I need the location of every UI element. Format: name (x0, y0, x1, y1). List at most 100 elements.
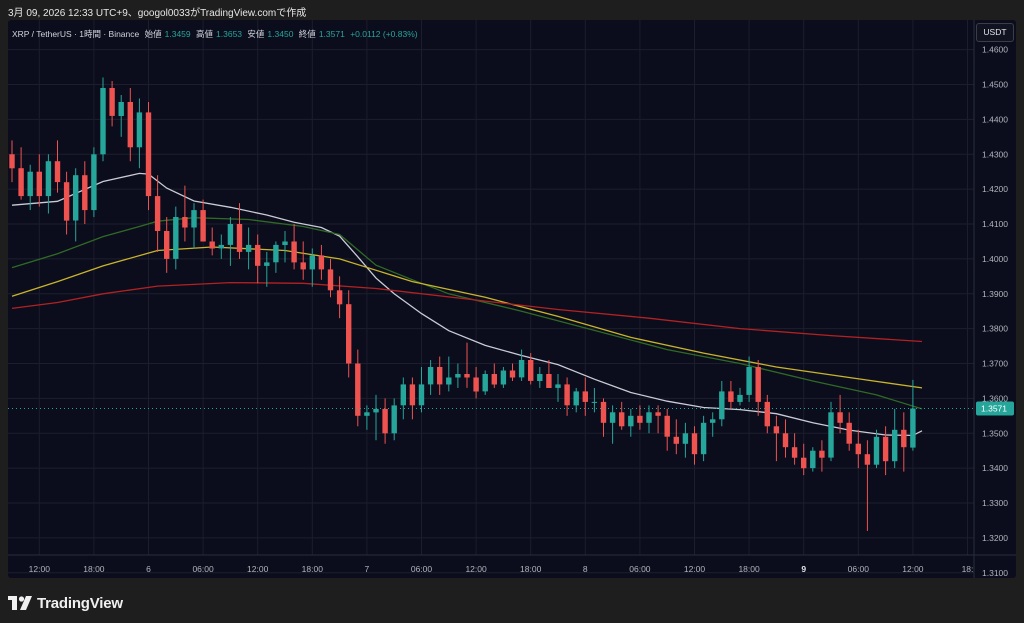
candle-body (9, 154, 15, 169)
time-tick-label: 06:00 (192, 564, 214, 574)
candle-body (882, 436, 889, 462)
legend-high-label: 高値 (196, 29, 214, 39)
candle-body (418, 384, 425, 406)
candle-body (528, 360, 534, 381)
legend-open-label: 始値 (144, 29, 162, 39)
candle-body (628, 415, 634, 427)
candle-body (801, 457, 807, 469)
candle-body (309, 255, 315, 270)
price-tick-label: 1.3300 (982, 498, 1008, 508)
candle-body (182, 217, 188, 228)
candle-body (482, 374, 488, 392)
candle-body (491, 374, 497, 385)
candle-body (54, 161, 61, 183)
candle-body (173, 217, 179, 259)
candle-body (564, 384, 570, 406)
legend-symbol[interactable]: XRP / TetherUS · 1時間 · Binance (12, 29, 140, 39)
candle-body (755, 367, 761, 402)
candlestick-chart[interactable]: 1.4600 1.4500 1.4400 1.4300 1.4200 1.4100 1.40… (8, 20, 1016, 578)
candle-body (400, 384, 406, 406)
candle-body (154, 196, 161, 231)
candle-body (427, 367, 434, 385)
time-tick-label: 06:00 (848, 564, 870, 574)
chart-container[interactable]: 1.4600 1.4500 1.4400 1.4300 1.4200 1.4100 1.40… (8, 20, 1016, 578)
moving-average-line-1 (11, 172, 923, 437)
candle-body (91, 154, 97, 211)
time-tick-label: 9 (801, 564, 806, 574)
candle-body (719, 391, 725, 420)
candle-body (264, 262, 270, 266)
price-tick-label: 1.4200 (982, 184, 1008, 194)
candle-body (191, 210, 197, 228)
candle-body (27, 171, 33, 197)
candle-body (327, 269, 334, 291)
time-tick-label: 06:00 (411, 564, 433, 574)
candle-body (455, 374, 461, 378)
time-tick-label: 8 (583, 564, 588, 574)
candle-body (409, 384, 416, 406)
candle-body (773, 426, 780, 434)
candle-body (837, 412, 843, 423)
candle-body (637, 415, 643, 423)
price-tick-label: 1.3800 (982, 324, 1008, 334)
candle-body (373, 408, 379, 413)
candle-body (109, 88, 115, 116)
price-tick-label: 1.4300 (982, 149, 1008, 159)
price-tick-label: 1.3500 (982, 428, 1008, 438)
candle-body (355, 363, 361, 416)
candle-body (873, 436, 880, 465)
price-tick-label: 1.4100 (982, 219, 1008, 229)
candle-body (136, 112, 143, 148)
candle-body (318, 255, 325, 270)
moving-average-line-2 (11, 217, 923, 410)
time-tick-label: 12:00 (465, 564, 487, 574)
candle-body (537, 374, 543, 381)
candle-body (901, 429, 907, 448)
candle-body (609, 412, 616, 423)
header-bar: 3月 09, 2026 12:33 UTC+9、googol0033がTradi… (0, 0, 1024, 20)
candle-body (791, 447, 798, 458)
candle-body (236, 224, 243, 252)
candle-body (500, 370, 507, 385)
time-tick-label: 18:00 (520, 564, 542, 574)
candle-body (892, 429, 898, 462)
time-tick-label: 18:00 (738, 564, 760, 574)
candle-body (382, 408, 388, 434)
candle-body (591, 401, 598, 403)
candle-body (582, 391, 588, 402)
candle-body (828, 412, 834, 458)
candle-body (673, 436, 679, 444)
candle-body (846, 422, 852, 444)
time-tick-label: 18: (962, 564, 974, 574)
candle-body (782, 433, 789, 448)
time-tick-label: 7 (365, 564, 370, 574)
price-tick-label: 1.4500 (982, 80, 1008, 90)
time-tick-label: 12:00 (902, 564, 924, 574)
candle-body (728, 391, 734, 402)
legend-high-value: 1.3653 (216, 29, 243, 39)
candle-body (664, 415, 670, 437)
candle-body (464, 374, 470, 378)
candle-body (619, 412, 625, 427)
tradingview-logo[interactable]: TradingView (8, 593, 123, 613)
legend-low-value: 1.3450 (267, 29, 294, 39)
candle-body (118, 102, 124, 116)
candle-body (36, 171, 42, 197)
candle-body (446, 377, 452, 385)
candle-body (45, 161, 52, 197)
moving-average-line-4 (11, 281, 923, 343)
price-tick-label: 1.3600 (982, 393, 1008, 403)
legend-close-label: 終値 (298, 29, 316, 39)
price-tick-label: 1.3400 (982, 463, 1008, 473)
candle-body (63, 182, 70, 221)
price-tick-label: 1.3200 (982, 533, 1008, 543)
candle-body (255, 244, 261, 266)
currency-button[interactable]: USDT (976, 23, 1014, 42)
price-tick-label: 1.3900 (982, 289, 1008, 299)
time-tick-label: 12:00 (247, 564, 269, 574)
candle-body (810, 450, 816, 469)
candle-body (82, 175, 88, 211)
candle-body (127, 102, 133, 148)
legend-low-label: 安値 (247, 29, 265, 39)
candle-body (209, 241, 215, 249)
